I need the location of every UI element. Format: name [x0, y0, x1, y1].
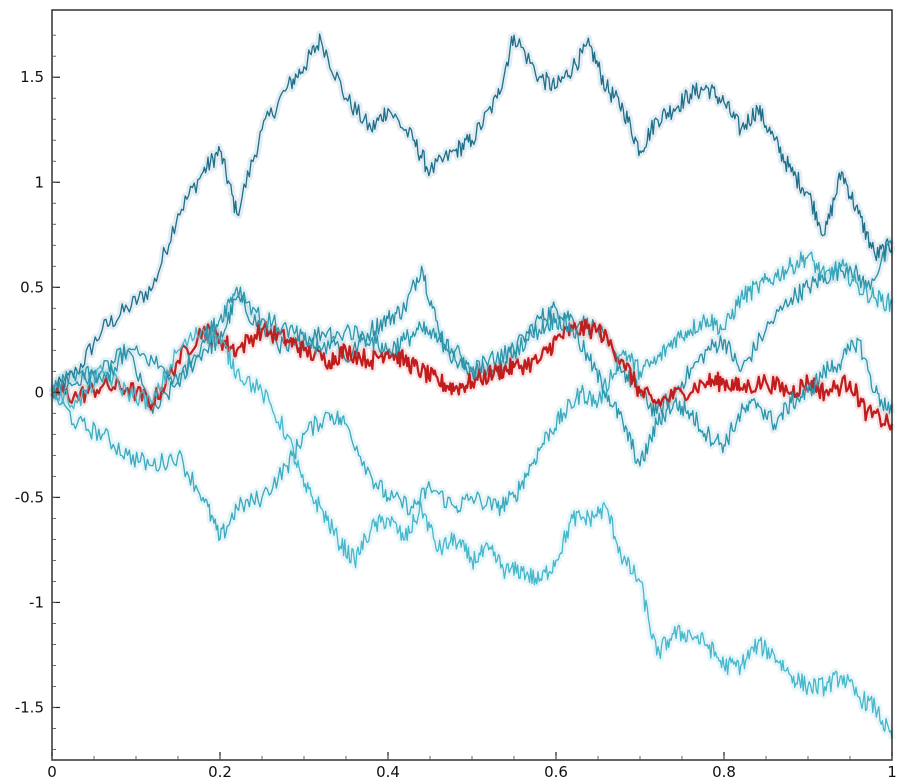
x-tick-label: 0: [47, 763, 57, 780]
y-tick-label: -1.5: [15, 698, 44, 716]
y-tick-labels: -1.5 -1 -0.5 0 0.5 1 1.5: [15, 68, 44, 716]
y-tick-label: 0.5: [20, 278, 44, 296]
series-4-line: [51, 251, 893, 541]
y-tick-label: 1.5: [20, 68, 44, 86]
y-tick-label: 0: [34, 383, 44, 401]
series-layer: [48, 30, 896, 740]
y-tick-label: 1: [34, 173, 44, 191]
series-1-line: [51, 33, 893, 394]
x-tick-label: 0.4: [376, 763, 400, 780]
tick-layer: [51, 34, 893, 760]
x-tick-label: 0.2: [208, 763, 232, 780]
x-tick-label: 0.6: [544, 763, 568, 780]
x-tick-labels: 0 0.2 0.4 0.6 0.8 1: [47, 763, 897, 780]
x-tick-label: 1: [887, 763, 897, 780]
series-5-line: [51, 326, 893, 740]
y-tick-label: -1: [29, 593, 44, 611]
x-tick-label: 0.8: [712, 763, 736, 780]
y-tick-label: -0.5: [15, 488, 44, 506]
series-6-line: [51, 286, 893, 467]
